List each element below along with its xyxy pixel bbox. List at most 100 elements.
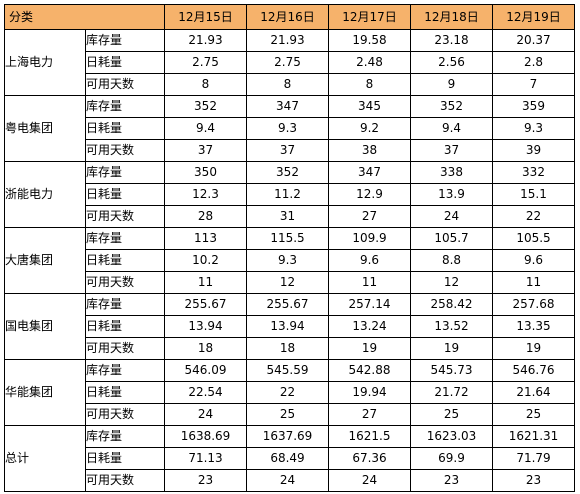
table-row: 粤电集团 库存量 352 347 345 352 359 <box>4 95 575 162</box>
table-row: 可用天数 37 37 38 37 39 <box>5 139 575 162</box>
value-cell: 359 <box>492 95 575 118</box>
value-cell: 23 <box>492 469 575 492</box>
value-cell: 24 <box>410 205 493 228</box>
value-cell: 13.9 <box>410 183 493 206</box>
value-cell: 257.14 <box>328 293 411 316</box>
table-row: 可用天数 24 25 27 25 25 <box>5 403 575 426</box>
value-cell: 13.94 <box>246 315 329 338</box>
metric-label: 库存量 <box>85 425 165 448</box>
value-cell: 21.72 <box>410 381 493 404</box>
value-cell: 22.54 <box>164 381 247 404</box>
value-cell: 12 <box>246 271 329 294</box>
table-row: 日耗量 13.94 13.94 13.24 13.52 13.35 <box>5 315 575 338</box>
value-cell: 39 <box>492 139 575 162</box>
value-cell: 1623.03 <box>410 425 493 448</box>
metric-label: 可用天数 <box>85 271 165 294</box>
metric-label: 库存量 <box>85 161 165 184</box>
value-cell: 24 <box>328 469 411 492</box>
metric-label: 库存量 <box>85 293 165 316</box>
metric-label: 日耗量 <box>85 249 165 272</box>
value-cell: 109.9 <box>328 227 411 250</box>
table-row: 可用天数 18 18 19 19 19 <box>5 337 575 360</box>
value-cell: 2.8 <box>492 51 575 74</box>
metric-label: 日耗量 <box>85 117 165 140</box>
value-cell: 2.75 <box>164 51 247 74</box>
table-row: 国电集团 库存量 255.67 255.67 257.14 258.42 257.68 <box>4 293 575 360</box>
metric-label: 可用天数 <box>85 403 165 426</box>
value-cell: 25 <box>410 403 493 426</box>
value-cell: 21.93 <box>164 29 247 52</box>
table-row: 浙能电力 库存量 350 352 347 338 332 <box>4 161 575 228</box>
value-cell: 23.18 <box>410 29 493 52</box>
group-name: 国电集团 <box>4 293 86 360</box>
value-cell: 9.3 <box>246 249 329 272</box>
value-cell: 13.94 <box>164 315 247 338</box>
value-cell: 9.4 <box>410 117 493 140</box>
metric-label: 日耗量 <box>85 381 165 404</box>
value-cell: 71.79 <box>492 447 575 470</box>
value-cell: 546.76 <box>492 359 575 382</box>
metric-label: 可用天数 <box>85 205 165 228</box>
value-cell: 37 <box>164 139 247 162</box>
metric-label: 日耗量 <box>85 447 165 470</box>
value-cell: 19.94 <box>328 381 411 404</box>
metric-label: 可用天数 <box>85 337 165 360</box>
value-cell: 11 <box>328 271 411 294</box>
value-cell: 8 <box>328 73 411 96</box>
value-cell: 15.1 <box>492 183 575 206</box>
value-cell: 8.8 <box>410 249 493 272</box>
value-cell: 258.42 <box>410 293 493 316</box>
table-row: 日耗量 10.2 9.3 9.6 8.8 9.6 <box>5 249 575 272</box>
value-cell: 13.35 <box>492 315 575 338</box>
value-cell: 352 <box>246 161 329 184</box>
group-name: 上海电力 <box>4 29 86 96</box>
value-cell: 67.36 <box>328 447 411 470</box>
value-cell: 542.88 <box>328 359 411 382</box>
value-cell: 12.9 <box>328 183 411 206</box>
value-cell: 20.37 <box>492 29 575 52</box>
value-cell: 21.64 <box>492 381 575 404</box>
value-cell: 11 <box>164 271 247 294</box>
table-row: 可用天数 8 8 8 9 7 <box>5 73 575 96</box>
value-cell: 8 <box>164 73 247 96</box>
value-cell: 255.67 <box>164 293 247 316</box>
value-cell: 69.9 <box>410 447 493 470</box>
group-name: 总计 <box>4 425 86 492</box>
header-date: 12月18日 <box>410 4 493 30</box>
value-cell: 27 <box>328 403 411 426</box>
value-cell: 105.5 <box>492 227 575 250</box>
value-cell: 11 <box>492 271 575 294</box>
metric-label: 库存量 <box>85 29 165 52</box>
table-row: 大唐集团 库存量 113 115.5 109.9 105.7 105.5 <box>4 227 575 294</box>
table-row: 华能集团 库存量 546.09 545.59 542.88 545.73 546.76 <box>4 359 575 426</box>
value-cell: 2.75 <box>246 51 329 74</box>
value-cell: 13.24 <box>328 315 411 338</box>
metric-label: 库存量 <box>85 227 165 250</box>
value-cell: 12.3 <box>164 183 247 206</box>
header-date: 12月16日 <box>246 4 329 30</box>
table-row: 日耗量 9.4 9.3 9.2 9.4 9.3 <box>5 117 575 140</box>
value-cell: 347 <box>328 161 411 184</box>
value-cell: 113 <box>164 227 247 250</box>
value-cell: 71.13 <box>164 447 247 470</box>
coal-stock-table: 分类 12月15日 12月16日 12月17日 12月18日 12月19日 上海… <box>4 4 575 492</box>
value-cell: 1621.31 <box>492 425 575 448</box>
group-name: 浙能电力 <box>4 161 86 228</box>
value-cell: 7 <box>492 73 575 96</box>
group-name: 大唐集团 <box>4 227 86 294</box>
value-cell: 24 <box>164 403 247 426</box>
value-cell: 545.59 <box>246 359 329 382</box>
value-cell: 345 <box>328 95 411 118</box>
value-cell: 255.67 <box>246 293 329 316</box>
value-cell: 25 <box>246 403 329 426</box>
value-cell: 38 <box>328 139 411 162</box>
table-row: 上海电力 库存量 21.93 21.93 19.58 23.18 20.37 <box>4 29 575 96</box>
value-cell: 115.5 <box>246 227 329 250</box>
group-name: 华能集团 <box>4 359 86 426</box>
value-cell: 19 <box>328 337 411 360</box>
value-cell: 1637.69 <box>246 425 329 448</box>
table-row: 可用天数 11 12 11 12 11 <box>5 271 575 294</box>
value-cell: 9.6 <box>492 249 575 272</box>
value-cell: 23 <box>410 469 493 492</box>
value-cell: 27 <box>328 205 411 228</box>
